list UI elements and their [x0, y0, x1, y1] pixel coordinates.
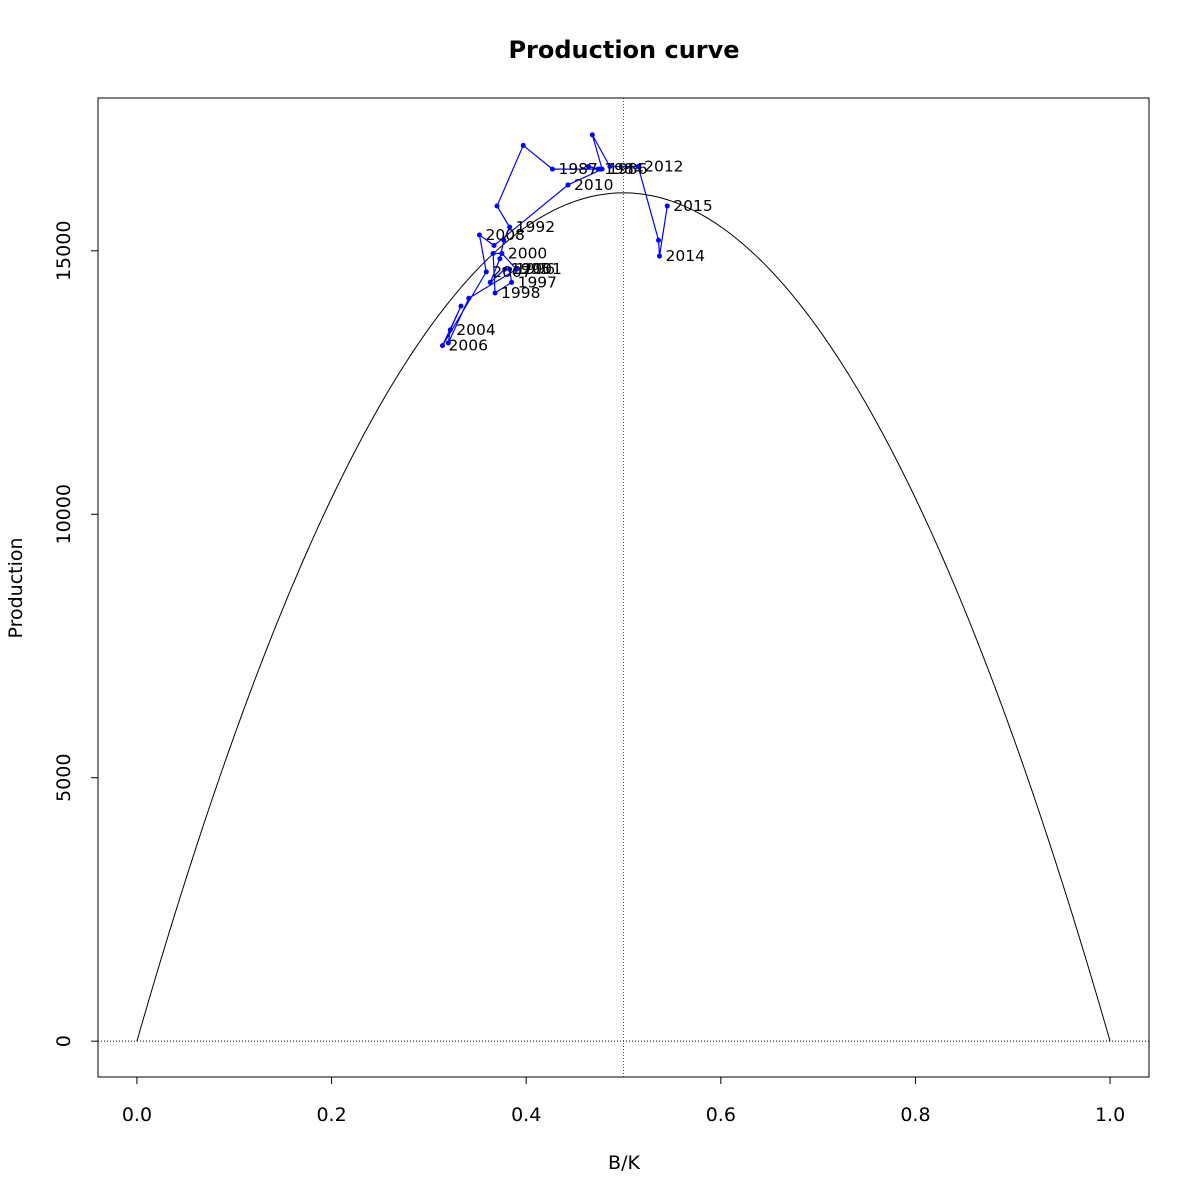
data-point: [447, 327, 453, 333]
point-label: 1987: [558, 160, 597, 178]
point-label: 2014: [666, 247, 705, 265]
data-point: [635, 163, 641, 169]
data-point: [656, 237, 662, 243]
data-point: [439, 343, 445, 349]
data-point: [445, 340, 451, 346]
y-tick-label: 5000: [53, 754, 75, 802]
x-axis-label: B/K: [608, 1152, 640, 1174]
y-tick-label: 10000: [53, 484, 75, 544]
data-point: [476, 232, 482, 238]
data-point: [499, 250, 505, 256]
data-point: [458, 303, 464, 309]
data-point: [491, 243, 497, 249]
data-point: [494, 203, 500, 209]
data-point: [607, 163, 613, 169]
data-point: [513, 266, 519, 272]
y-axis-label: Production: [5, 537, 27, 638]
point-label: 2004: [456, 321, 495, 339]
point-label: 1996: [516, 260, 555, 278]
data-point: [507, 224, 513, 230]
data-point: [466, 295, 472, 301]
data-point: [549, 166, 555, 172]
data-point: [585, 163, 591, 169]
point-label: 1998: [501, 284, 540, 302]
x-tick-label: 0.4: [511, 1104, 541, 1126]
point-label: 1997: [518, 273, 557, 291]
point-label: 2006: [448, 337, 487, 355]
data-point: [490, 250, 496, 256]
point-label: 2008: [485, 226, 524, 244]
data-point: [497, 256, 503, 262]
point-label: 1995: [511, 260, 550, 278]
point-label: 2000: [508, 244, 547, 262]
data-point: [501, 237, 507, 243]
point-label: 2007: [492, 263, 531, 281]
data-point: [565, 182, 571, 188]
data-point: [520, 142, 526, 148]
data-point: [589, 132, 595, 138]
data-point: [599, 166, 605, 172]
y-axis: 0 5000 10000 15000: [53, 221, 99, 1047]
data-point: [502, 266, 508, 272]
data-point: [507, 266, 513, 272]
x-axis: 0.0 0.2 0.4 0.6 0.8 1.0: [122, 1076, 1125, 1126]
data-point: [492, 290, 498, 296]
point-label: 1992: [516, 218, 555, 236]
point-label: 2012: [644, 157, 683, 175]
point-label: 1986: [608, 160, 647, 178]
point-label: 2015: [673, 197, 712, 215]
y-tick-label: 0: [53, 1035, 75, 1047]
data-point: [509, 279, 515, 285]
point-label: 2001: [522, 260, 561, 278]
production-curve: [136, 192, 1111, 1042]
data-point: [487, 279, 493, 285]
data-point: [483, 269, 489, 275]
x-tick-label: 1.0: [1095, 1104, 1125, 1126]
data-point: [657, 253, 663, 259]
x-tick-label: 0.2: [316, 1104, 346, 1126]
x-tick-label: 0.8: [900, 1104, 930, 1126]
x-tick-label: 0.6: [706, 1104, 736, 1126]
data-point: [664, 203, 670, 209]
y-tick-label: 15000: [53, 221, 75, 281]
point-label: 1984: [604, 160, 643, 178]
point-label: 2010: [574, 176, 613, 194]
x-tick-label: 0.0: [122, 1104, 152, 1126]
chart-title: Production curve: [508, 36, 739, 64]
